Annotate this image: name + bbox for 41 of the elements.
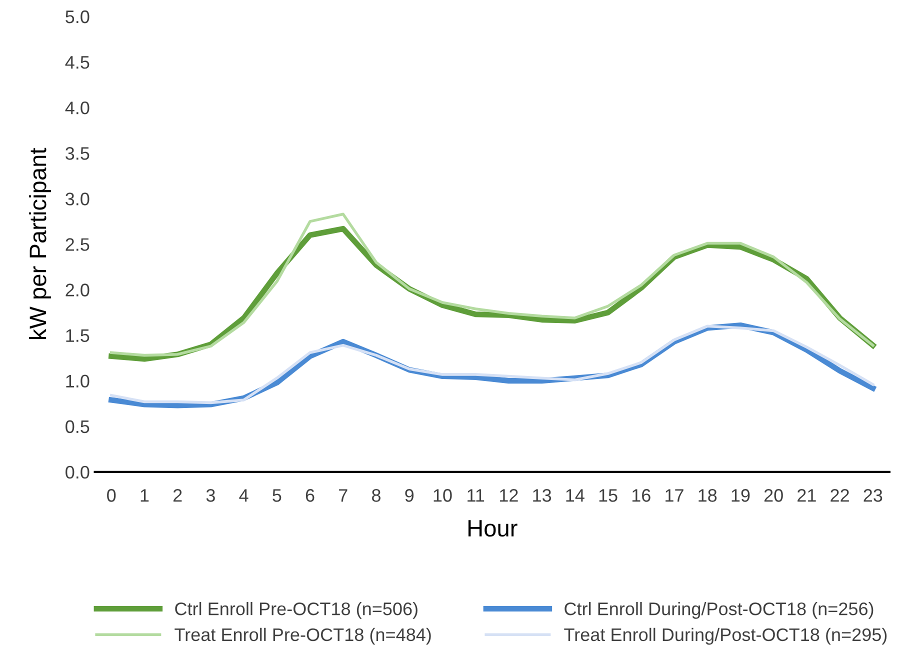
legend-label: Ctrl Enroll Pre-OCT18 (n=506) [175,602,418,619]
x-tick-label: 8 [372,489,380,502]
x-tick-label: 10 [434,489,452,502]
x-tick-label: 17 [666,489,684,502]
y-tick-label: 5.0 [66,10,90,24]
y-tick-label: 3.0 [66,192,90,206]
y-tick-label: 2.0 [66,284,90,296]
x-tick-label: 9 [405,489,414,502]
x-tick-label: 23 [864,489,882,502]
x-tick-label: 6 [306,489,314,502]
y-axis-title: kW per Participant [28,148,51,340]
y-tick-label: 0.0 [66,466,90,479]
y-tick-label: 1.5 [66,329,90,342]
x-tick-label: 2 [173,489,182,502]
legend-label: Treat Enroll During/Post-OCT18 (n=295) [564,628,887,645]
x-tick-label: 0 [107,489,116,502]
y-tick-label: 3.5 [66,147,90,160]
x-tick-label: 4 [239,489,248,502]
y-tick-label: 0.5 [66,420,90,434]
x-tick-label: 3 [206,489,215,502]
x-tick-label: 22 [830,489,849,502]
x-tick-label: 21 [798,489,816,502]
y-tick-label: 4.5 [65,56,90,69]
x-tick-label: 15 [599,489,618,502]
x-tick-label: 12 [500,489,518,502]
x-tick-label: 7 [339,489,348,502]
x-tick-label: 18 [698,489,717,502]
x-tick-label: 1 [140,489,149,502]
x-tick-label: 20 [764,489,783,502]
y-tick-label: 1.0 [66,374,90,388]
legend-label: Ctrl Enroll During/Post-OCT18 (n=256) [564,602,874,619]
y-tick-label: 2.5 [66,238,90,251]
x-tick-label: 19 [732,489,750,502]
x-tick-label: 11 [468,489,484,502]
y-tick-label: 4.0 [65,102,90,114]
legend-label: Treat Enroll Pre-OCT18 (n=484) [174,628,431,645]
x-tick-label: 13 [533,489,552,502]
x-tick-label: 14 [566,489,584,502]
x-tick-label: 5 [272,489,282,502]
x-tick-label: 16 [632,489,650,502]
x-axis-title: Hour [468,520,518,537]
